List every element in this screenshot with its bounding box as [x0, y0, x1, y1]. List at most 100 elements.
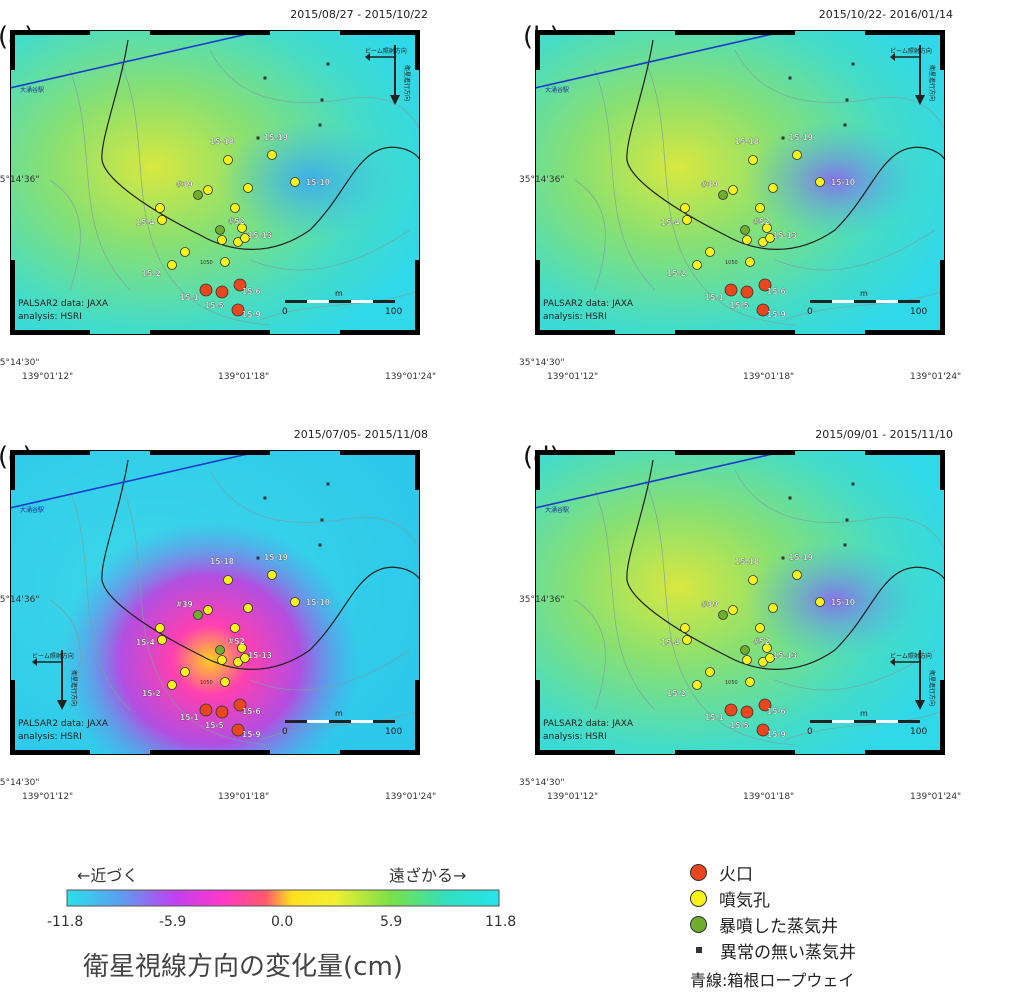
longitude-tick: 139°01'18": [743, 372, 795, 382]
vent-label: 15-18: [735, 137, 759, 146]
fumarole-marker: [223, 575, 233, 585]
contour-line: [249, 649, 411, 691]
fumarole-marker: [682, 635, 692, 645]
fumarole-marker: [217, 655, 227, 665]
normal-well-marker: [851, 482, 855, 486]
fumarole-marker: [167, 260, 177, 270]
longitude-tick: 139°01'12": [547, 372, 599, 382]
contour-line: [69, 69, 131, 291]
svg-text:m: m: [860, 709, 868, 718]
road-line: [101, 39, 421, 250]
svg-text:衛星進行方向: 衛星進行方向: [403, 65, 411, 101]
scale-bar: m 0 100: [282, 709, 402, 737]
latitude-tick: 35°14'36": [519, 595, 565, 605]
vent-label: 15-13: [773, 231, 797, 240]
fumarole-marker: [748, 575, 758, 585]
vent-label: 15-9: [242, 730, 261, 739]
vent-label: 15-5: [205, 301, 224, 310]
legend-crater: 火口: [690, 859, 753, 885]
fumarole-marker: [157, 215, 167, 225]
colorbar-tick: 0.0: [271, 914, 294, 930]
panel-date-range: 2015/07/05- 2015/11/08: [293, 428, 428, 441]
vent-label: 15-13: [773, 651, 797, 660]
station-label: 大涌谷駅: [20, 86, 44, 94]
vent-label: 15-13: [248, 651, 272, 660]
fumarole-marker: [240, 653, 250, 663]
normal-well-marker: [256, 556, 260, 560]
vent-label: 15-2: [142, 269, 161, 278]
vent-label: #52: [753, 637, 770, 646]
fumarole-marker: [203, 605, 213, 615]
contour-line: [784, 709, 946, 741]
vent-label: 15-19: [789, 133, 813, 142]
contour-line: [734, 49, 946, 131]
panel-date-range: 2015/09/01 - 2015/11/10: [815, 428, 953, 441]
svg-text:100: 100: [385, 727, 402, 737]
longitude-tick: 139°01'12": [547, 792, 599, 802]
map-panel-b: (b)2015/10/22- 2016/01/14大涌谷駅105015-1815…: [519, 0, 961, 390]
latitude-tick: 35°14'36": [0, 595, 40, 605]
fumarole-marker: [243, 183, 253, 193]
longitude-tick: 139°01'24": [385, 792, 437, 802]
fumarole-marker: [748, 155, 758, 165]
legend: 火口 噴気孔 暴噴した蒸気井 異常の無い蒸気井 青線:箱根ロープウェイ: [690, 855, 990, 990]
colorbar-tick: 5.9: [380, 914, 403, 930]
vent-label: 15-18: [210, 557, 234, 566]
colorbar-tick: -5.9: [159, 914, 187, 930]
contour-line: [774, 649, 936, 691]
svg-text:0: 0: [282, 307, 288, 317]
legend-normal-well-label: 異常の無い蒸気井: [720, 942, 856, 963]
fumarole-marker: [157, 635, 167, 645]
normal-well-marker: [843, 123, 847, 127]
fumarole-marker: [155, 623, 165, 633]
fumarole-marker: [742, 655, 752, 665]
svg-text:m: m: [860, 289, 868, 298]
fumarole-marker: [203, 185, 213, 195]
svg-text:100: 100: [910, 307, 927, 317]
normal-well-marker: [851, 62, 855, 66]
analysis-credit: analysis: HSRI: [543, 312, 607, 322]
vent-label: 15-4: [661, 218, 680, 227]
colorbar: ←近づく 遠ざかる→ -11.8 -5.9 0.0 5.9 11.8 衛星視線方…: [45, 862, 516, 987]
fumarole-marker: [217, 235, 227, 245]
vent-label: 15-2: [142, 689, 161, 698]
vent-label: 15-10: [831, 598, 855, 607]
longitude-tick: 139°01'24": [910, 792, 962, 802]
longitude-tick: 139°01'18": [218, 372, 270, 382]
normal-well-marker: [788, 496, 792, 500]
data-credit: PALSAR2 data: JAXA: [543, 719, 634, 729]
svg-text:衛星進行方向: 衛星進行方向: [928, 670, 936, 706]
fumarole-marker: [220, 677, 230, 687]
vent-label: 15-5: [730, 301, 749, 310]
vent-label: 15-18: [735, 557, 759, 566]
analysis-credit: analysis: HSRI: [18, 732, 82, 742]
data-credit: PALSAR2 data: JAXA: [18, 719, 109, 729]
contour-line: [209, 469, 421, 551]
data-credit: PALSAR2 data: JAXA: [18, 299, 109, 309]
contour-line: [594, 69, 656, 291]
fumarole-marker: [705, 247, 715, 257]
fumarole-marker: [728, 605, 738, 615]
vent-label: 15-9: [767, 730, 786, 739]
subsidence-zone: [220, 120, 400, 240]
vent-label: #39: [176, 180, 193, 189]
contour-line: [69, 489, 131, 711]
normal-well-icon: [696, 947, 702, 953]
crater-marker: [756, 723, 770, 737]
latitude-tick: 35°14'30": [0, 358, 40, 368]
scale-bar: m 0 100: [807, 709, 927, 737]
svg-text:0: 0: [282, 727, 288, 737]
vent-label: #39: [176, 600, 193, 609]
erupted-well-icon: [690, 915, 707, 933]
road-line: [626, 39, 946, 250]
subsidence-zone: [745, 540, 925, 660]
road-line: [626, 459, 946, 670]
contour-line: [594, 489, 656, 711]
normal-well-marker: [843, 543, 847, 547]
colorbar-title: 衛星視線方向の変化量(cm): [83, 952, 403, 982]
longitude-tick: 139°01'12": [22, 792, 74, 802]
fumarole-marker: [682, 215, 692, 225]
fumarole-marker: [745, 677, 755, 687]
normal-well-marker: [318, 543, 322, 547]
